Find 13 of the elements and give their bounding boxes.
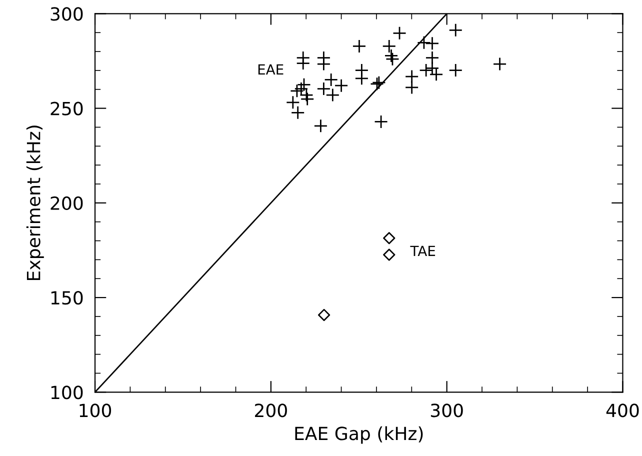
x-tick-label: 100 [80,404,112,418]
y-tick-label: 250 [50,102,83,116]
y-tick-label: 300 [50,7,83,21]
series-label: TAE [410,246,436,256]
x-axis-title: EAE Gap (kHz) [295,426,423,444]
x-tick-label: 300 [430,404,463,418]
x-tick-label: 200 [255,404,287,418]
y-tick-label: 200 [50,196,83,210]
y-axis-title: Experiment (kHz) [26,126,44,280]
x-tick-label: 400 [606,404,639,418]
y-tick-label: 100 [51,386,83,400]
y-tick-label: 150 [51,291,83,305]
series-label: EAE [258,64,284,74]
